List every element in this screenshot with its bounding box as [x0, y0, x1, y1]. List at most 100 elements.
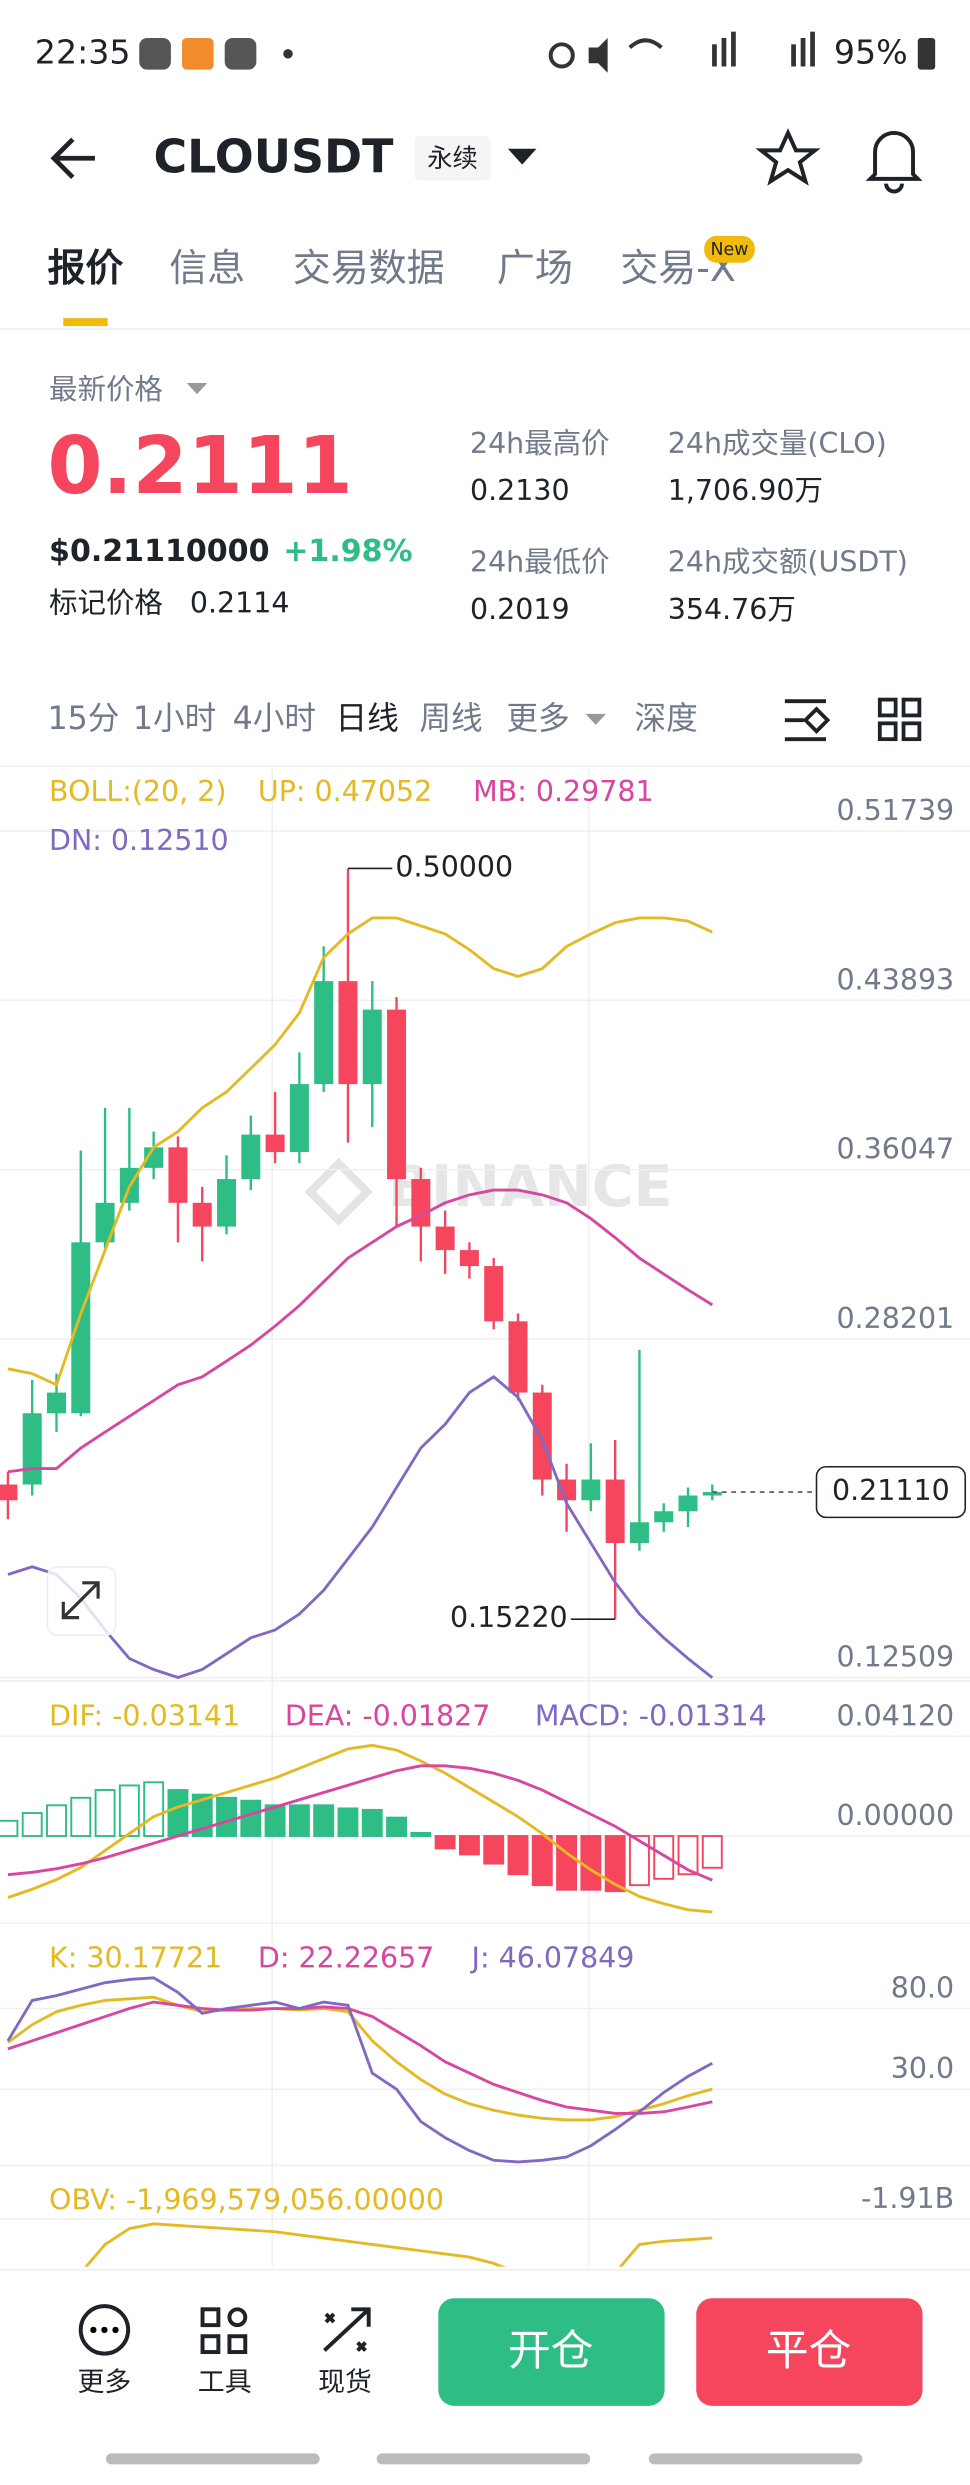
active-tab-indicator [63, 318, 108, 327]
status-icons [139, 31, 936, 73]
symbol[interactable]: CLOUSDT [153, 129, 394, 183]
candle-body [702, 1492, 722, 1496]
boll-up: UP: 0.47052 [258, 775, 432, 808]
stat-label: 24h成交额(USDT) [668, 545, 908, 578]
macd-bar [94, 1789, 116, 1837]
candle-body [411, 1179, 431, 1227]
k-label: K: 30.17721 [49, 1942, 222, 1975]
indicator-settings[interactable] [784, 699, 831, 742]
macd-bar [167, 1789, 189, 1837]
candle-body [265, 1134, 285, 1153]
y-tick-label: 0.43893 [836, 963, 954, 996]
favorite-button[interactable] [755, 128, 821, 186]
macd-bar [458, 1835, 480, 1856]
dif-label: DIF: -0.03141 [49, 1699, 240, 1732]
indicator-line [7, 1188, 714, 1474]
macd-bar [386, 1816, 407, 1837]
y-tick-label: 0.12509 [836, 1641, 954, 1674]
tools-label[interactable]: 工具 [198, 2367, 252, 2398]
candle-body [314, 981, 334, 1085]
interval[interactable]: 4小时 [233, 701, 316, 737]
macd-bar [264, 1804, 286, 1837]
tab[interactable]: 信息 [169, 246, 245, 290]
candle-body [678, 1495, 698, 1512]
high-label: 0.50000 [395, 850, 513, 883]
more-icon[interactable] [78, 2304, 131, 2356]
open-button[interactable] [438, 2298, 665, 2406]
interval[interactable]: 周线 [419, 701, 482, 737]
y-tick-label: 0.00000 [836, 1799, 954, 1832]
stat-value: 0.2019 [470, 593, 570, 626]
interval[interactable]: 1小时 [133, 701, 216, 737]
stat-value: 354.76万 [668, 593, 796, 626]
current-price-label: 0.21110 [832, 1474, 950, 1507]
tools-icon[interactable] [200, 2307, 248, 2355]
status-time: 22:35 [35, 32, 131, 71]
macd-bar [21, 1812, 43, 1837]
macd-bar [240, 1799, 262, 1837]
stat-value: 0.2130 [470, 474, 570, 507]
indicator-line [7, 1375, 714, 1679]
stat-label: 24h最高价 [470, 427, 610, 460]
indicator-line [7, 1743, 713, 1914]
open-label[interactable]: 开仓 [508, 2326, 593, 2376]
indicator-line [7, 1995, 713, 2122]
interval[interactable]: 15分 [47, 701, 119, 737]
y-tick-label: 30.0 [891, 2052, 954, 2085]
watermark-logo [304, 1157, 373, 1226]
candle-body [387, 1009, 407, 1180]
macd-bar [604, 1835, 626, 1893]
indicator-line [7, 916, 713, 1387]
alert-button[interactable] [865, 131, 923, 194]
macd-bar [337, 1807, 359, 1837]
symbol-dropdown[interactable] [507, 148, 537, 165]
macd-bar [216, 1796, 237, 1837]
boll-mb: MB: 0.29781 [473, 775, 653, 808]
expand-button[interactable] [46, 1566, 117, 1636]
macd-bar [0, 1819, 19, 1837]
candle-body [192, 1202, 212, 1227]
y-tick-label: -1.91B [861, 2182, 954, 2215]
back-button[interactable] [50, 137, 95, 179]
spot-icon[interactable] [323, 2307, 371, 2352]
candle-body [654, 1511, 674, 1523]
obv-label: OBV: -1,969,579,056.00000 [49, 2184, 444, 2217]
interval[interactable]: 日线 [335, 701, 398, 737]
close-label[interactable]: 平仓 [766, 2326, 851, 2376]
macd-label: MACD: -0.01314 [535, 1699, 767, 1732]
macd-bar [653, 1835, 675, 1880]
close-button[interactable] [696, 2298, 923, 2406]
more-caret [585, 713, 607, 725]
macd-bar [288, 1804, 310, 1837]
macd-bar [434, 1835, 456, 1850]
y-tick-label: 0.04120 [836, 1699, 954, 1732]
boll-dn: DN: 0.12510 [49, 824, 229, 857]
candle-body [217, 1179, 237, 1227]
candle-body [557, 1479, 577, 1501]
current-price-box [815, 1465, 967, 1519]
spot-label[interactable]: 现货 [318, 2367, 372, 2398]
candle-body [362, 1009, 382, 1085]
candle-body [629, 1522, 649, 1544]
candle-body [484, 1266, 504, 1322]
tab[interactable]: 交易数据 [293, 246, 445, 290]
d-label: D: 22.22657 [258, 1942, 434, 1975]
macd-bar [143, 1781, 165, 1837]
candle-body [0, 1484, 18, 1501]
more-label[interactable]: 更多 [78, 2367, 132, 2398]
candle-body [168, 1147, 188, 1203]
tab[interactable]: 报价 [47, 246, 123, 290]
y-tick-label: 80.0 [891, 1972, 954, 2005]
interval[interactable]: 更多 [506, 701, 569, 737]
macd-bar [313, 1804, 335, 1837]
stat-value: 1,706.90万 [668, 474, 823, 507]
battery: 95% [834, 32, 908, 71]
y-tick-label: 0.28201 [836, 1302, 954, 1335]
interval[interactable]: 深度 [635, 701, 698, 737]
layout-button[interactable] [877, 697, 922, 742]
tab[interactable]: 广场 [497, 246, 573, 290]
macd-bar [46, 1804, 67, 1837]
mark-price: 0.2114 [190, 587, 290, 620]
price-change: +1.98% [283, 534, 412, 569]
macd-bar [70, 1796, 92, 1837]
